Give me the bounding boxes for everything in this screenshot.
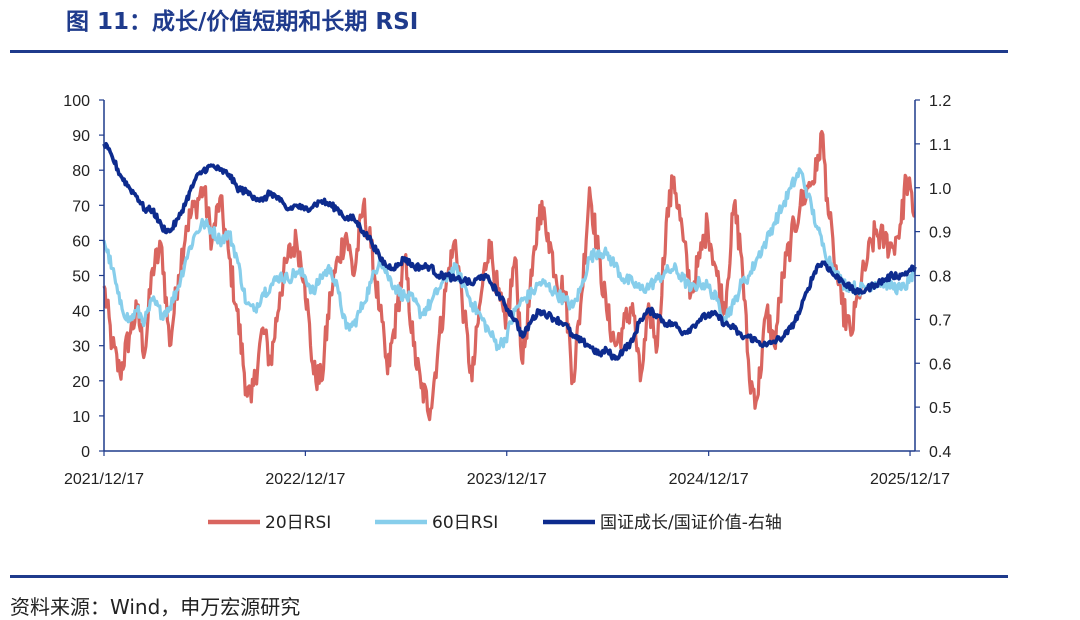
left-tick-label: 30 <box>72 339 90 356</box>
series-line-rsi-60d <box>102 167 917 352</box>
chart-title: 图 11：成长/价值短期和长期 RSI <box>66 9 419 35</box>
source-note: 资料来源：Wind，申万宏源研究 <box>10 595 301 619</box>
series-line-growth-value-ratio <box>102 141 917 361</box>
right-tick-label: 1.2 <box>929 93 951 110</box>
right-tick-label: 1.0 <box>929 181 951 198</box>
left-tick-label: 80 <box>72 163 90 180</box>
x-tick-label: 2022/12/17 <box>265 471 345 488</box>
footer-rule <box>10 575 1008 578</box>
x-tick-label: 2021/12/17 <box>64 471 144 488</box>
x-tick-label: 2025/12/17 <box>870 471 950 488</box>
left-tick-label: 60 <box>72 233 90 250</box>
left-tick-label: 20 <box>72 374 90 391</box>
left-tick-label: 0 <box>81 444 90 461</box>
left-tick-label: 10 <box>72 409 90 426</box>
x-tick-label: 2023/12/17 <box>467 471 547 488</box>
series-line-rsi-20d <box>102 130 916 422</box>
left-tick-label: 40 <box>72 304 90 321</box>
left-tick-label: 90 <box>72 128 90 145</box>
right-tick-label: 0.8 <box>929 269 951 286</box>
right-tick-label: 0.9 <box>929 225 951 242</box>
legend: 20日RSI 60日RSI 国证成长/国证价值-右轴 <box>208 513 782 533</box>
right-tick-label: 1.1 <box>929 137 951 154</box>
right-tick-label: 0.4 <box>929 444 951 461</box>
left-tick-label: 70 <box>72 198 90 215</box>
right-tick-label: 0.5 <box>929 400 951 417</box>
axis-layer: 0 10 20 30 40 50 60 70 80 90 100 0.4 0.5 0.6 0.7 0.8 0.9… <box>63 93 951 488</box>
x-tick-label: 2024/12/17 <box>669 471 749 488</box>
legend-label-rsi-60d: 60日RSI <box>432 513 498 533</box>
right-tick-label: 0.6 <box>929 356 951 373</box>
legend-label-growth-value-ratio: 国证成长/国证价值-右轴 <box>600 513 782 533</box>
header-rule <box>10 50 1008 53</box>
series-layer <box>102 130 917 422</box>
right-tick-label: 0.7 <box>929 312 951 329</box>
left-tick-label: 50 <box>72 269 90 286</box>
legend-label-rsi-20d: 20日RSI <box>265 513 331 533</box>
left-tick-label: 100 <box>63 93 90 110</box>
